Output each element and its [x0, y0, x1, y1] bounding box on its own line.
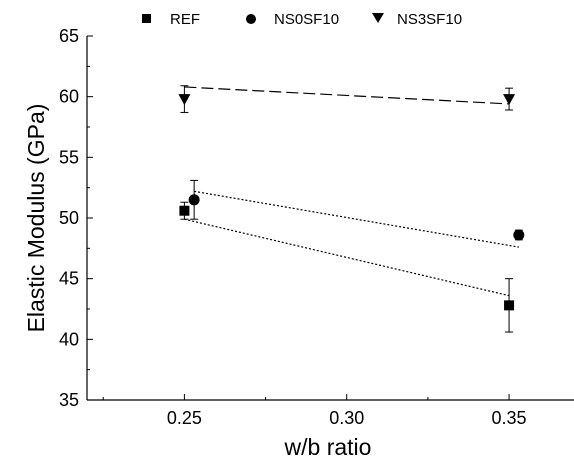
y-tick-label: 45 [59, 269, 79, 289]
legend-label-ref: REF [170, 11, 200, 28]
x-tick-label: 0.30 [329, 408, 364, 428]
y-tick-label: 40 [59, 329, 79, 349]
fit-line [184, 218, 510, 297]
y-tick-label: 65 [59, 26, 79, 46]
fit-line [194, 190, 519, 248]
legend-marker-ns0sf10 [246, 14, 256, 24]
data-point-square [504, 300, 515, 311]
legend: REF NS0SF10 NS3SF10 [142, 11, 462, 28]
x-axis-title: w/b ratio [284, 434, 372, 460]
legend-marker-ns3sf10 [372, 13, 384, 23]
y-tick-label: 50 [59, 208, 79, 228]
x-tick-label: 0.35 [492, 408, 527, 428]
data-point-triangle [178, 94, 191, 106]
data-point-square [179, 205, 190, 216]
x-tick-label: 0.25 [167, 408, 202, 428]
legend-label-ns3sf10: NS3SF10 [397, 11, 462, 28]
data-point-circle [188, 194, 200, 206]
y-tick-label: 35 [59, 390, 79, 410]
y-tick-label: 60 [59, 87, 79, 107]
data-point-circle [513, 229, 525, 241]
legend-marker-ref [142, 14, 151, 23]
data-point-triangle [503, 94, 516, 106]
y-tick-label: 55 [59, 147, 79, 167]
legend-label-ns0sf10: NS0SF10 [274, 11, 339, 28]
fit-line [184, 86, 510, 105]
plot-area: 35 40 45 50 55 60 65 0.25 0.30 0.35 [59, 26, 574, 428]
y-axis-title: Elastic Modulus (GPa) [23, 104, 49, 333]
